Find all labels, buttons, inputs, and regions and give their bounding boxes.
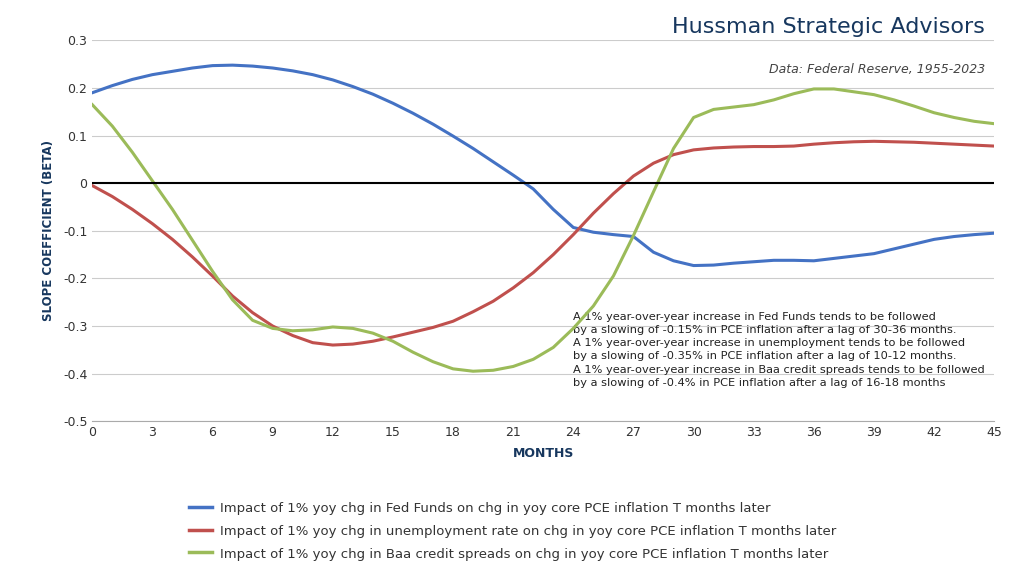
Text: Hussman Strategic Advisors: Hussman Strategic Advisors [672,17,985,36]
X-axis label: MONTHS: MONTHS [512,447,574,460]
Legend: Impact of 1% yoy chg in Fed Funds on chg in yoy core PCE inflation T months late: Impact of 1% yoy chg in Fed Funds on chg… [184,498,840,565]
Y-axis label: SLOPE COEFFICIENT (BETA): SLOPE COEFFICIENT (BETA) [42,140,54,321]
Text: Data: Federal Reserve, 1955-2023: Data: Federal Reserve, 1955-2023 [769,63,985,76]
Text: A 1% year-over-year increase in Fed Funds tends to be followed
by a slowing of -: A 1% year-over-year increase in Fed Fund… [573,312,985,388]
